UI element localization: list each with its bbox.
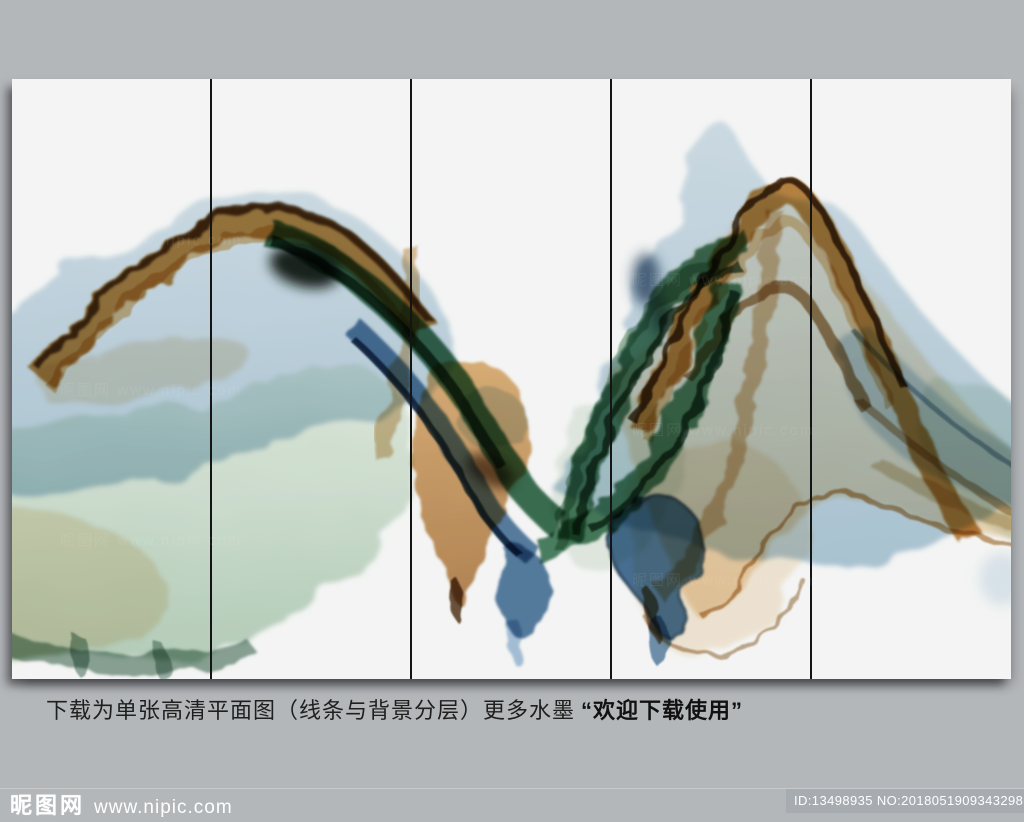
- caption-highlight: “欢迎下载使用”: [581, 698, 744, 723]
- site-watermark-clipped: 昵图网: [10, 816, 85, 822]
- ink-mountain-artwork: [12, 79, 1011, 679]
- caption-text: 下载为单张高清平面图（线条与背景分层）更多水墨: [46, 698, 576, 723]
- site-watermark: 昵图网 www.nipic.com: [10, 788, 233, 820]
- image-id-badge: ID:13498935 NO:20180519093432986089: [786, 789, 1024, 813]
- footer-divider: [0, 788, 1024, 789]
- site-logo-text-clipped: 昵图网: [10, 816, 85, 822]
- panel-dividers: [210, 79, 812, 679]
- artwork-panel: 昵图网 www.nipic.com 昵图网 www.nipic.com 昵图网 …: [12, 79, 1011, 679]
- site-url: www.nipic.com: [94, 797, 233, 818]
- caption: 下载为单张高清平面图（线条与背景分层）更多水墨 “欢迎下载使用”: [46, 697, 743, 725]
- right-mountain-group: [552, 126, 1011, 658]
- site-logo-text: 昵图网: [10, 793, 86, 818]
